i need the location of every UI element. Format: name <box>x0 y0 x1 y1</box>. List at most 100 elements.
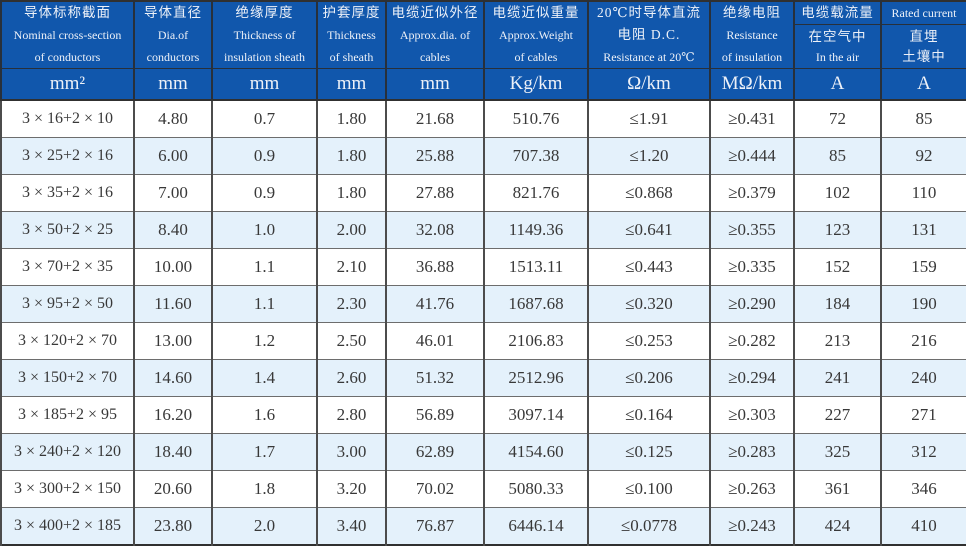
table-row: 3 × 300+2 × 150 20.60 1.8 3.20 70.02 5080.33 ≤… <box>0 470 966 508</box>
header-label-en: of insulation <box>721 50 783 64</box>
unit-dc-resistance: Ω/km <box>587 68 711 101</box>
header-label-zh: 电缆近似重量 <box>492 5 580 20</box>
header-label-en: Approx.Weight <box>498 28 574 42</box>
cell-current-buried: 131 <box>880 211 966 249</box>
cell-approx-weight: 2512.96 <box>483 359 589 397</box>
header-label-en: of cables <box>514 50 558 64</box>
cell-approx-weight: 1149.36 <box>483 211 589 249</box>
cell-approx-weight: 6446.14 <box>483 507 589 546</box>
header-label-zh: 电缆载流量 <box>801 5 874 21</box>
table-row: 3 × 150+2 × 70 14.60 1.4 2.60 51.32 2512.96 ≤0… <box>0 359 966 397</box>
cell-sheath-thickness: 2.50 <box>316 322 387 360</box>
cell-conductor-diameter: 23.80 <box>133 507 213 546</box>
table-header: 导体标称截面 Nominal cross-section of conducto… <box>0 0 966 101</box>
cell-cross-section: 3 × 95+2 × 50 <box>0 285 135 323</box>
cell-current-in-air: 241 <box>793 359 882 397</box>
cell-approx-diameter: 51.32 <box>385 359 485 397</box>
col-header-insulation-thickness: 绝缘厚度 Thickness of insulation sheath <box>211 0 318 69</box>
unit-insulation-resistance: MΩ/km <box>709 68 795 101</box>
cell-insulation-thickness: 1.2 <box>211 322 318 360</box>
cell-current-buried: 190 <box>880 285 966 323</box>
cell-insulation-resistance: ≥0.303 <box>709 396 795 434</box>
cell-current-buried: 346 <box>880 470 966 508</box>
cell-current-in-air: 361 <box>793 470 882 508</box>
cell-conductor-diameter: 8.40 <box>133 211 213 249</box>
cell-cross-section: 3 × 185+2 × 95 <box>0 396 135 434</box>
cell-approx-diameter: 27.88 <box>385 174 485 212</box>
header-label-en: Resistance at 20℃ <box>603 50 695 64</box>
cell-approx-diameter: 70.02 <box>385 470 485 508</box>
cell-sheath-thickness: 1.80 <box>316 137 387 175</box>
cell-dc-resistance: ≤0.868 <box>587 174 711 212</box>
col-subheader-buried: 直埋 土壤中 <box>880 24 966 69</box>
col-header-approx-diameter: 电缆近似外径 Approx.dia. of cables <box>385 0 485 69</box>
cell-approx-diameter: 25.88 <box>385 137 485 175</box>
table-row: 3 × 400+2 × 185 23.80 2.0 3.40 76.87 6446.14 ≤… <box>0 507 966 546</box>
col-header-sheath-thickness: 护套厚度 Thickness of sheath <box>316 0 387 69</box>
cell-current-buried: 312 <box>880 433 966 471</box>
cell-approx-diameter: 56.89 <box>385 396 485 434</box>
header-label-zh: 导体标称截面 <box>24 5 111 20</box>
cell-insulation-thickness: 0.9 <box>211 137 318 175</box>
cell-conductor-diameter: 20.60 <box>133 470 213 508</box>
cell-conductor-diameter: 11.60 <box>133 285 213 323</box>
header-label-zh: 电阻 D.C. <box>617 27 681 42</box>
table-row: 3 × 35+2 × 16 7.00 0.9 1.80 27.88 821.76 ≤0.86… <box>0 174 966 212</box>
cell-insulation-thickness: 2.0 <box>211 507 318 546</box>
header-label-en: Nominal cross-section <box>13 28 122 42</box>
cell-current-in-air: 72 <box>793 99 882 138</box>
cell-approx-weight: 1513.11 <box>483 248 589 286</box>
header-label-en: Approx.dia. of <box>399 28 471 42</box>
cell-cross-section: 3 × 70+2 × 35 <box>0 248 135 286</box>
table-row: 3 × 16+2 × 10 4.80 0.7 1.80 21.68 510.76 ≤1.91… <box>0 99 966 138</box>
cell-insulation-thickness: 1.0 <box>211 211 318 249</box>
header-label-en: conductors <box>146 50 200 64</box>
cell-sheath-thickness: 2.80 <box>316 396 387 434</box>
cell-dc-resistance: ≤1.91 <box>587 99 711 138</box>
cell-approx-diameter: 46.01 <box>385 322 485 360</box>
cell-insulation-resistance: ≥0.355 <box>709 211 795 249</box>
cell-current-in-air: 325 <box>793 433 882 471</box>
cell-sheath-thickness: 2.30 <box>316 285 387 323</box>
header-label-en: Resistance <box>726 28 778 42</box>
col-header-approx-weight: 电缆近似重量 Approx.Weight of cables <box>483 0 589 69</box>
cell-approx-weight: 1687.68 <box>483 285 589 323</box>
cell-insulation-resistance: ≥0.243 <box>709 507 795 546</box>
cell-cross-section: 3 × 400+2 × 185 <box>0 507 135 546</box>
cell-current-buried: 85 <box>880 99 966 138</box>
cell-approx-weight: 707.38 <box>483 137 589 175</box>
header-label-zh: 导体直径 <box>144 5 202 20</box>
cell-current-in-air: 152 <box>793 248 882 286</box>
cell-approx-diameter: 21.68 <box>385 99 485 138</box>
cell-current-in-air: 184 <box>793 285 882 323</box>
header-label-en: Rated current <box>891 6 957 21</box>
cell-current-buried: 240 <box>880 359 966 397</box>
unit-conductor-diameter: mm <box>133 68 213 101</box>
cell-approx-diameter: 32.08 <box>385 211 485 249</box>
cell-approx-weight: 3097.14 <box>483 396 589 434</box>
header-label-en: of sheath <box>329 50 374 64</box>
header-label-zh: 直埋 <box>909 28 939 44</box>
cell-approx-weight: 2106.83 <box>483 322 589 360</box>
col-header-dc-resistance: 20℃时导体直流 电阻 D.C. Resistance at 20℃ <box>587 0 711 69</box>
header-label-en: of conductors <box>34 50 101 64</box>
cell-insulation-thickness: 1.1 <box>211 248 318 286</box>
cell-cross-section: 3 × 150+2 × 70 <box>0 359 135 397</box>
cell-insulation-resistance: ≥0.431 <box>709 99 795 138</box>
col-subheader-in-air: 在空气中 In the air <box>793 24 882 69</box>
cell-dc-resistance: ≤0.320 <box>587 285 711 323</box>
cell-sheath-thickness: 1.80 <box>316 99 387 138</box>
header-label-en: Thickness of <box>233 28 296 42</box>
cell-dc-resistance: ≤0.164 <box>587 396 711 434</box>
cell-current-buried: 159 <box>880 248 966 286</box>
cell-sheath-thickness: 3.00 <box>316 433 387 471</box>
cell-conductor-diameter: 18.40 <box>133 433 213 471</box>
cell-current-buried: 110 <box>880 174 966 212</box>
col-header-cross-section: 导体标称截面 Nominal cross-section of conducto… <box>0 0 135 69</box>
header-label-zh: 绝缘电阻 <box>723 5 781 20</box>
cell-current-in-air: 85 <box>793 137 882 175</box>
header-label-zh: 20℃时导体直流 <box>596 5 702 20</box>
cell-insulation-thickness: 1.4 <box>211 359 318 397</box>
table-row: 3 × 25+2 × 16 6.00 0.9 1.80 25.88 707.38 ≤1.20… <box>0 137 966 175</box>
